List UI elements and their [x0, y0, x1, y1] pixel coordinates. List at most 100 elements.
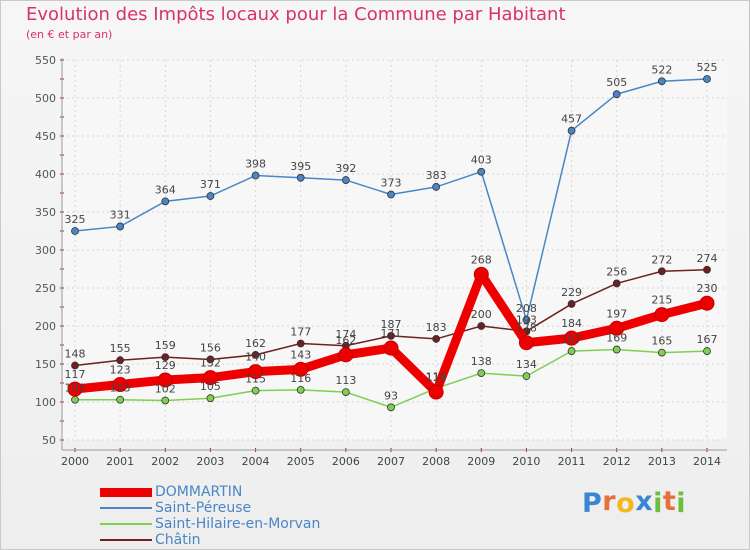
legend-label: Saint-Hilaire-en-Morvan: [155, 516, 321, 532]
logo-letter: t: [662, 486, 677, 517]
point-saint-hilaire-en-morvan: [251, 386, 260, 395]
legend-swatch: [100, 487, 152, 497]
data-label-chatin: 156: [200, 341, 221, 354]
point-chatin: [71, 361, 79, 370]
point-saint-pereuse: [116, 222, 125, 231]
point-chatin: [477, 322, 486, 330]
data-label-saint-pereuse: 392: [335, 162, 356, 175]
data-label-saint-hilaire-en-morvan: 167: [561, 333, 582, 346]
point-saint-hilaire-en-morvan: [161, 396, 170, 405]
x-tick-label: 2006: [332, 455, 360, 468]
point-saint-pereuse: [522, 316, 531, 324]
y-tick-label: 150: [35, 358, 56, 371]
point-chatin: [296, 339, 305, 348]
data-label-saint-pereuse: 371: [200, 178, 221, 191]
legend-label: Saint-Péreuse: [155, 500, 252, 516]
y-tick-label: 400: [35, 168, 56, 181]
chart-subtitle: (en € et par an): [26, 28, 113, 41]
data-label-saint-pereuse: 525: [697, 61, 718, 74]
data-label-dommartin: 230: [697, 282, 718, 295]
data-label-saint-pereuse: 403: [471, 154, 492, 167]
data-label-chatin: 187: [381, 318, 402, 331]
data-label-saint-hilaire-en-morvan: 169: [606, 332, 627, 345]
x-tick-label: 2003: [196, 455, 224, 468]
data-label-dommartin: 117: [65, 368, 86, 381]
point-saint-pereuse: [251, 171, 260, 180]
point-dommartin: [293, 361, 309, 377]
point-saint-pereuse: [567, 126, 576, 135]
y-tick-label: 200: [35, 320, 56, 333]
data-label-saint-pereuse: 331: [110, 208, 131, 221]
point-dommartin: [67, 381, 83, 397]
data-label-chatin: 174: [335, 328, 356, 341]
data-label-dommartin: 143: [290, 348, 311, 361]
y-tick-label: 350: [35, 206, 56, 219]
point-saint-hilaire-en-morvan: [206, 394, 215, 403]
logo-letter: P: [582, 488, 603, 519]
data-label-chatin: 155: [110, 342, 131, 355]
point-saint-hilaire-en-morvan: [657, 348, 666, 357]
point-dommartin: [518, 335, 534, 351]
point-chatin: [161, 353, 170, 362]
data-label-saint-hilaire-en-morvan: 93: [384, 389, 398, 402]
point-saint-pereuse: [432, 183, 441, 191]
point-saint-pereuse: [341, 176, 350, 184]
x-tick-label: 2007: [377, 455, 405, 468]
data-label-chatin: 162: [245, 337, 266, 350]
point-saint-pereuse: [477, 167, 486, 176]
data-label-saint-pereuse: 522: [651, 63, 672, 76]
legend-item-dommartin: DOMMARTIN: [100, 484, 320, 500]
data-label-saint-hilaire-en-morvan: 102: [155, 382, 176, 395]
point-dommartin: [383, 340, 399, 356]
data-label-chatin: 177: [290, 325, 311, 338]
legend-item-saint-pereuse: Saint-Péreuse: [100, 500, 320, 516]
point-saint-pereuse: [703, 75, 711, 83]
point-dommartin: [473, 266, 489, 282]
legend-item-saint-hilaire-en-morvan: Saint-Hilaire-en-Morvan: [100, 516, 320, 532]
data-label-saint-pereuse: 398: [245, 158, 266, 171]
point-saint-pereuse: [657, 77, 666, 86]
data-label-dommartin: 171: [381, 327, 402, 340]
point-chatin: [657, 267, 666, 276]
point-chatin: [206, 355, 215, 364]
data-label-chatin: 159: [155, 339, 176, 352]
point-dommartin: [428, 384, 444, 400]
data-label-saint-pereuse: 373: [381, 177, 402, 190]
data-label-saint-hilaire-en-morvan: 103: [110, 382, 131, 395]
data-label-dommartin: 178: [516, 322, 537, 335]
logo-letter: r: [602, 486, 617, 517]
point-dommartin: [699, 295, 715, 311]
x-tick-label: 2010: [512, 455, 540, 468]
logo-letter: i: [676, 488, 687, 519]
data-label-saint-hilaire-en-morvan: 105: [200, 380, 221, 393]
data-label-chatin: 274: [697, 252, 718, 265]
x-tick-label: 2008: [422, 455, 450, 468]
x-tick-label: 2011: [558, 455, 586, 468]
point-dommartin: [564, 330, 580, 346]
legend-item-chatin: Châtin: [100, 532, 320, 548]
point-saint-pereuse: [612, 90, 621, 99]
data-label-dommartin: 215: [651, 294, 672, 307]
point-saint-hilaire-en-morvan: [612, 345, 621, 354]
data-label-saint-hilaire-en-morvan: 116: [290, 372, 311, 385]
data-label-saint-pereuse: 505: [606, 76, 627, 89]
data-label-saint-pereuse: 383: [426, 169, 447, 182]
point-saint-pereuse: [387, 190, 395, 199]
y-tick-label: 100: [35, 396, 56, 409]
chart-title: Evolution des Impôts locaux pour la Comm…: [26, 4, 566, 25]
point-chatin: [703, 265, 711, 274]
data-label-saint-hilaire-en-morvan: 115: [245, 373, 266, 386]
logo-letter: x: [635, 486, 654, 517]
data-label-saint-hilaire-en-morvan: 138: [471, 355, 492, 368]
data-label-chatin: 183: [426, 321, 447, 334]
data-label-saint-hilaire-en-morvan: 167: [697, 333, 718, 346]
data-label-chatin: 148: [65, 348, 86, 361]
y-tick-label: 250: [35, 282, 56, 295]
data-label-saint-pereuse: 325: [65, 213, 86, 226]
legend-swatch: [100, 539, 152, 541]
data-label-saint-hilaire-en-morvan: 113: [335, 374, 356, 387]
point-saint-hilaire-en-morvan: [567, 347, 576, 355]
data-label-saint-hilaire-en-morvan: 118: [426, 370, 447, 383]
